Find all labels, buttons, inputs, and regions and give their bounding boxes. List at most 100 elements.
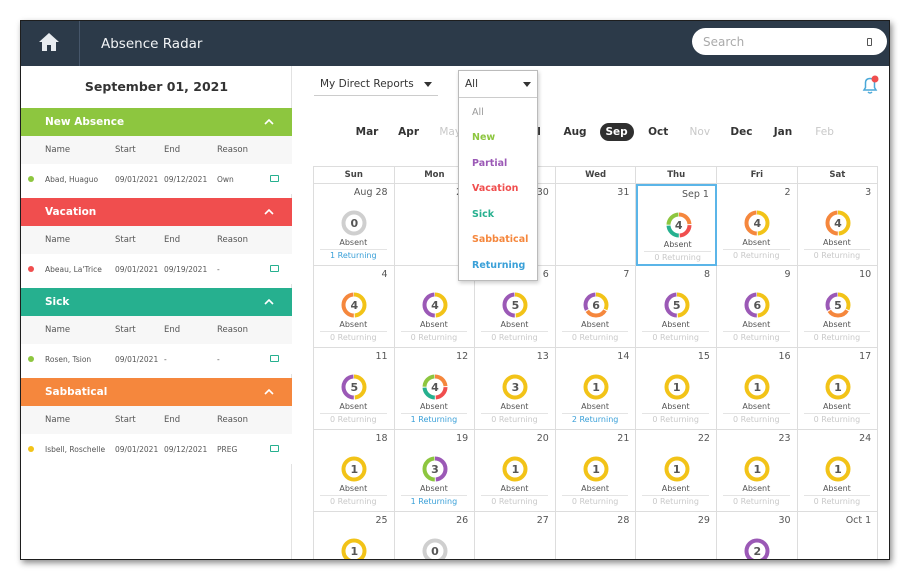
day-cell[interactable]: 15 1 Absent 0 Returning (636, 348, 717, 430)
mail-icon[interactable] (270, 445, 279, 452)
column-header: End (164, 145, 181, 155)
status-dot (28, 266, 34, 272)
day-cell[interactable]: 13 3 Absent 0 Returning (475, 348, 556, 430)
month-tab[interactable]: Apr (398, 126, 419, 138)
day-cell[interactable]: 24 1 Absent 0 Returning (797, 430, 878, 512)
type-option[interactable]: Vacation (472, 183, 519, 194)
absence-count: 1 (592, 462, 600, 476)
type-option[interactable]: Sick (472, 208, 495, 220)
search-box[interactable]: Search (692, 28, 887, 55)
day-cell[interactable]: 26 0 (395, 512, 476, 559)
home-icon[interactable] (38, 32, 60, 52)
ring-segment (744, 538, 770, 559)
section-header[interactable]: Sabbatical (21, 378, 292, 406)
day-date: 20 (536, 433, 549, 444)
day-cell[interactable]: Sep 1 4 Absent 0 Returning (636, 184, 717, 266)
day-cell[interactable]: 18 1 Absent 0 Returning (314, 430, 395, 512)
day-date: 14 (617, 351, 630, 362)
column-header: End (164, 325, 181, 335)
day-cell[interactable]: 3 4 Absent 0 Returning (797, 184, 878, 266)
day-cell[interactable]: 28 (556, 512, 637, 559)
search-placeholder: Search (703, 34, 745, 49)
absence-label: Absent (822, 402, 851, 411)
month-tab[interactable]: Feb (815, 126, 834, 138)
separator (561, 495, 629, 496)
day-cell[interactable]: 27 (475, 512, 556, 559)
day-cell[interactable]: 19 3 Absent 1 Returning (394, 430, 476, 512)
absence-ring (422, 456, 448, 482)
sidebar-date: September 01, 2021 (84, 78, 229, 94)
day-cell[interactable]: 11 5 Absent 0 Returning (314, 348, 395, 430)
absence-ring (825, 374, 851, 400)
day-cell[interactable]: 14 1 Absent 2 Returning (555, 348, 637, 430)
type-option[interactable]: Returning (472, 259, 526, 271)
type-option[interactable]: Sabbatical (472, 234, 529, 245)
day-cell[interactable]: 29 (636, 512, 717, 559)
section-header[interactable]: Sick (21, 288, 292, 316)
day-cell[interactable]: 2 4 Absent 0 Returning (717, 184, 798, 266)
type-option[interactable]: Partial (472, 157, 508, 169)
day-cell[interactable]: 9 6 Absent 0 Returning (717, 266, 798, 348)
month-tab[interactable]: Aug (563, 126, 587, 138)
reports-dropdown[interactable]: My Direct Reports (314, 73, 438, 96)
row-cell: 09/01/2021 (115, 444, 159, 454)
day-cell[interactable]: 31 (555, 184, 637, 266)
month-tab[interactable]: Dec (730, 126, 753, 138)
day-cell[interactable]: 25 1 (314, 512, 395, 559)
day-cell[interactable]: 21 1 Absent 0 Returning (555, 430, 637, 512)
absence-row[interactable]: Abeau, La'Trice 09/01/2021 09/19/2021- (21, 254, 292, 284)
separator (723, 495, 790, 496)
day-cell[interactable]: 4 4 Absent 0 Returning (314, 266, 395, 348)
bell-icon[interactable] (859, 74, 881, 96)
chevron (264, 119, 274, 125)
ring-segment (825, 292, 851, 318)
day-cell[interactable]: 20 1 Absent 0 Returning (475, 430, 556, 512)
day-cell[interactable]: Oct 1 (798, 512, 878, 559)
day-cell[interactable]: 12 4 Absent 1 Returning (394, 348, 476, 430)
absence-row[interactable]: Isbell, Roschelle 09/01/2021 09/12/2021 PRE… (21, 434, 292, 464)
absence-count: 2 (753, 544, 762, 558)
day-cell[interactable]: 17 1 Absent 0 Returning (797, 348, 878, 430)
day-cell[interactable]: 30 2 (717, 512, 798, 559)
day-cell[interactable]: 8 5 Absent 0 Returning (636, 266, 717, 348)
mail-icon[interactable] (270, 175, 279, 182)
day-cell[interactable]: 22 1 Absent 0 Returning (636, 430, 717, 512)
absence-label: Absent (581, 402, 610, 411)
type-option[interactable]: New (472, 132, 496, 143)
status-dot (28, 446, 34, 452)
returning-label: 0 Returning (733, 497, 780, 506)
ring-empty (422, 538, 448, 559)
day-cell[interactable]: 10 5 Absent 0 Returning (797, 266, 878, 348)
absence-ring (825, 292, 851, 318)
month-tab[interactable]: Nov (689, 126, 711, 138)
mail-icon[interactable] (270, 265, 279, 272)
absence-count: 5 (834, 298, 842, 312)
returning-label: 0 Returning (813, 497, 861, 506)
absence-count: 1 (834, 462, 842, 476)
day-cell[interactable]: 7 6 Absent 0 Returning (555, 266, 637, 348)
month-tab[interactable]: Sep (599, 123, 634, 141)
month-tab[interactable]: May (439, 126, 462, 138)
day-cell[interactable]: 16 1 Absent 0 Returning (717, 348, 798, 430)
weekday-header: Sun (314, 167, 395, 184)
type-option[interactable]: All (472, 106, 484, 118)
day-cell[interactable]: 23 1 Absent 0 Returning (717, 430, 798, 512)
absence-row[interactable]: Abad, Huaguo 09/01/2021 09/12/2021 Own (21, 164, 292, 194)
column-header: Start (115, 235, 136, 245)
ring-segment (583, 456, 609, 482)
type-dropdown[interactable]: All All New Partial Vacation Sick Sabbatical Re… (458, 70, 538, 281)
day-cell[interactable]: 6 5 Absent 0 Returning (475, 266, 556, 348)
absence-row[interactable]: Rosen, Tsion 09/01/2021- - (21, 344, 292, 374)
section-header[interactable]: New Absence (21, 108, 292, 136)
weekday-header: Thu (636, 167, 717, 184)
ring-segment (502, 292, 528, 318)
mail-icon[interactable] (270, 355, 279, 362)
day-cell[interactable]: Aug 28 0 Absent 1 Returning (314, 184, 395, 266)
absence-ring (422, 292, 448, 318)
section-header[interactable]: Vacation (21, 198, 292, 226)
day-date: 24 (859, 433, 872, 444)
month-tab[interactable]: Oct (648, 126, 669, 138)
absence-count: 4 (834, 216, 842, 230)
month-tab[interactable]: Jan (773, 126, 793, 138)
month-tab[interactable]: Mar (355, 126, 379, 138)
